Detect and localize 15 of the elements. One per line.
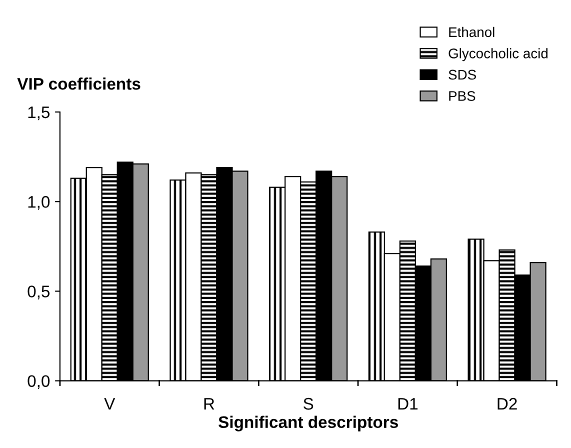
y-tick-label: 1,5 (28, 106, 50, 120)
legend-label: PBS (449, 91, 476, 101)
x-tick-label: V (104, 398, 116, 410)
legend-label: Ethanol (449, 26, 494, 38)
x-axis-title: Significant descriptors (218, 416, 398, 432)
y-tick-label: 0,0 (28, 375, 50, 389)
legend-label: SDS (448, 70, 476, 80)
x-tick-label: S (304, 398, 314, 410)
y-tick-label: 1,0 (28, 196, 50, 210)
x-tick-label: R (204, 398, 214, 410)
legend-label: Glycocholic acid (448, 48, 548, 62)
y-tick-label: 0,5 (28, 286, 50, 300)
x-tick-label: D1 (398, 398, 418, 410)
x-tick-label: D2 (498, 398, 517, 410)
chart-title: VIP coefficients (17, 78, 140, 90)
